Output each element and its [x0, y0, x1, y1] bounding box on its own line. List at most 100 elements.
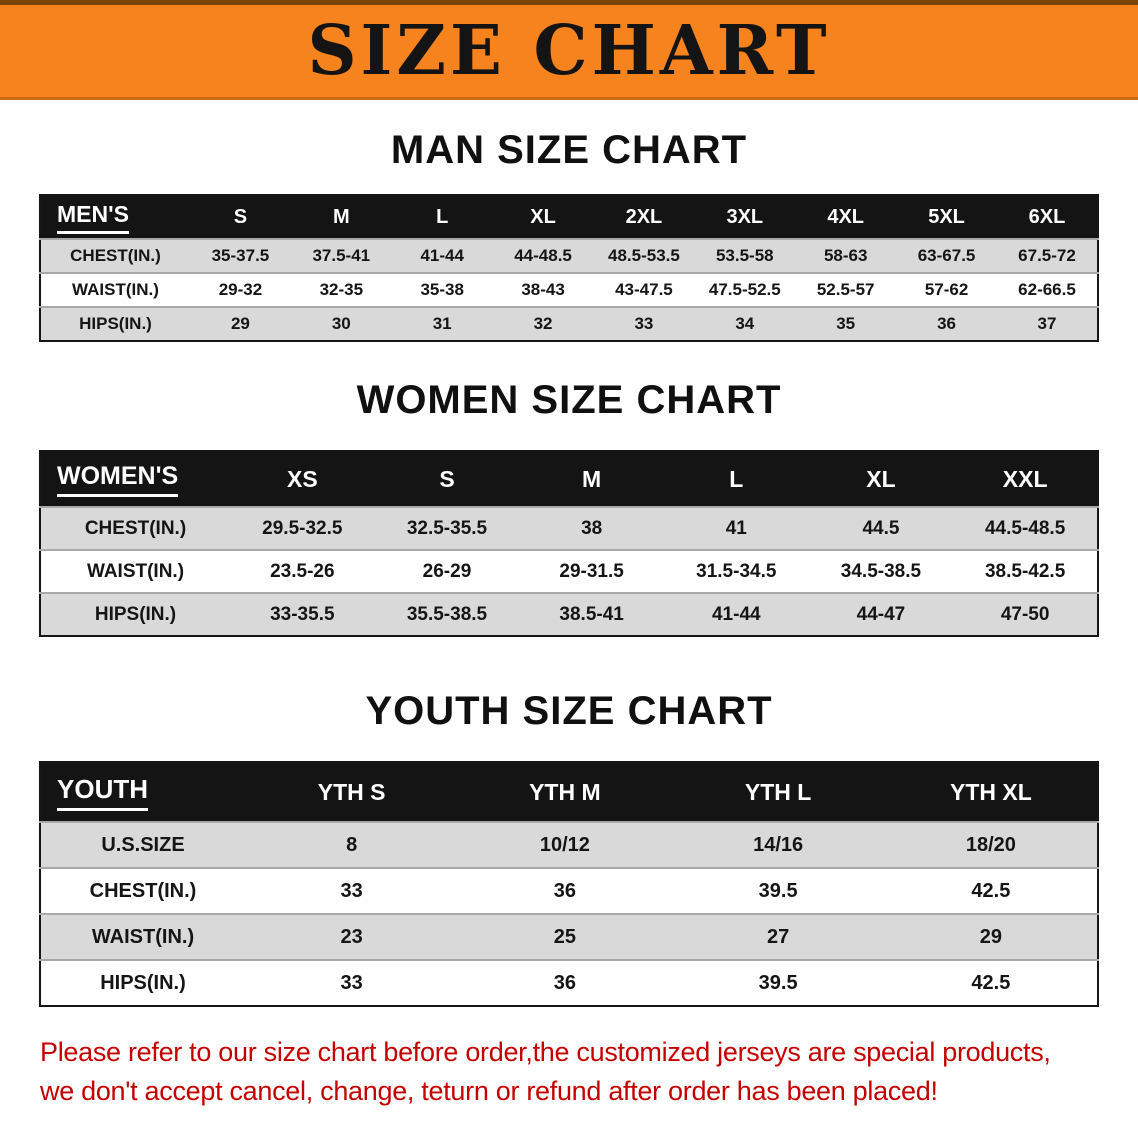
size-value: 33-35.5: [230, 592, 375, 636]
size-value: 10/12: [458, 821, 672, 868]
size-value: 33: [245, 959, 459, 1006]
size-value: 8: [245, 821, 459, 868]
man-table-wrap: MEN'S S M L XL 2XL 3XL 4XL 5XL 6XL CHEST(IN.) 35-37…: [0, 194, 1138, 342]
table-row: WAIST(IN.) 23 25 27 29: [40, 913, 1098, 960]
size-value: 32.5-35.5: [374, 506, 520, 550]
size-value: 32-35: [290, 272, 392, 307]
footer-note-line2: we don't accept cancel, change, teturn o…: [40, 1076, 938, 1107]
table-row: CHEST(IN.) 29.5-32.5 32.5-35.5 38 41 44.5 44.5…: [40, 506, 1098, 550]
size-value: 67.5-72: [997, 238, 1098, 273]
size-column-header: M: [290, 195, 392, 239]
size-column-header: S: [374, 451, 520, 507]
size-value: 42.5: [884, 959, 1098, 1006]
youth-section-heading: YOUTH SIZE CHART: [365, 689, 773, 733]
size-value: 29-32: [190, 272, 291, 307]
size-value: 42.5: [884, 867, 1098, 914]
row-label: WAIST(IN.): [40, 272, 190, 307]
size-value: 32: [492, 306, 594, 341]
size-value: 29-31.5: [519, 549, 664, 593]
table-header-row: YOUTH YTH S YTH M YTH L YTH XL: [40, 762, 1098, 822]
size-column-header: 2XL: [593, 195, 695, 239]
women-size-table: WOMEN'S XS S M L XL XXL CHEST(IN.) 29.5-32.5 32.5…: [39, 450, 1099, 637]
size-value: 18/20: [884, 821, 1098, 868]
row-label: HIPS(IN.): [40, 959, 245, 1006]
man-section-heading: MAN SIZE CHART: [390, 128, 748, 172]
size-value: 34: [694, 306, 796, 341]
size-value: 35-37.5: [190, 238, 291, 273]
footer-note: Please refer to our size chart before or…: [0, 1007, 1138, 1111]
size-column-header: L: [663, 451, 809, 507]
size-column-header: M: [519, 451, 664, 507]
size-column-header: XS: [230, 451, 375, 507]
size-value: 38.5-41: [519, 592, 664, 636]
size-value: 31.5-34.5: [663, 549, 809, 593]
size-value: 33: [593, 306, 695, 341]
size-value: 27: [671, 913, 885, 960]
size-value: 23.5-26: [230, 549, 375, 593]
youth-table-wrap: YOUTH YTH S YTH M YTH L YTH XL U.S.SIZE 8 10/12…: [0, 761, 1138, 1007]
row-label: U.S.SIZE: [40, 821, 245, 868]
size-value: 35: [795, 306, 897, 341]
size-value: 43-47.5: [593, 272, 695, 307]
size-column-header: YTH M: [458, 762, 672, 822]
size-value: 41: [663, 506, 809, 550]
size-column-header: S: [190, 195, 291, 239]
size-value: 30: [290, 306, 392, 341]
table-row: WAIST(IN.) 29-32 32-35 35-38 38-43 43-47.5 47.…: [40, 272, 1098, 307]
section-youth: YOUTH SIZE CHART YOUTH YTH S YTH M YTH L YTH…: [0, 687, 1138, 1007]
size-value: 37: [997, 306, 1098, 341]
size-value: 63-67.5: [896, 238, 997, 273]
size-value: 26-29: [374, 549, 520, 593]
size-value: 44-47: [808, 592, 954, 636]
banner: SIZE CHART: [0, 0, 1138, 100]
size-value: 36: [458, 959, 672, 1006]
size-value: 36: [458, 867, 672, 914]
size-value: 44-48.5: [492, 238, 594, 273]
row-label: CHEST(IN.): [40, 506, 230, 550]
size-value: 38-43: [492, 272, 594, 307]
table-corner-label: WOMEN'S: [40, 451, 230, 507]
size-value: 62-66.5: [997, 272, 1098, 307]
row-label: HIPS(IN.): [40, 592, 230, 636]
size-value: 52.5-57: [795, 272, 897, 307]
table-header-row: WOMEN'S XS S M L XL XXL: [40, 451, 1098, 507]
size-value: 41-44: [663, 592, 809, 636]
size-column-header: XL: [492, 195, 594, 239]
size-value: 39.5: [671, 867, 885, 914]
size-value: 35-38: [391, 272, 493, 307]
size-value: 47.5-52.5: [694, 272, 796, 307]
size-value: 37.5-41: [290, 238, 392, 273]
size-column-header: YTH S: [245, 762, 459, 822]
footer-note-line1: Please refer to our size chart before or…: [40, 1037, 1051, 1067]
size-column-header: 5XL: [896, 195, 997, 239]
size-value: 29.5-32.5: [230, 506, 375, 550]
size-value: 31: [391, 306, 493, 341]
section-man: MAN SIZE CHART MEN'S S M L XL 2XL 3XL 4XL 5XL 6XL…: [0, 126, 1138, 342]
table-header-row: MEN'S S M L XL 2XL 3XL 4XL 5XL 6XL: [40, 195, 1098, 239]
row-label: CHEST(IN.): [40, 238, 190, 273]
size-value: 44.5: [808, 506, 954, 550]
table-row: U.S.SIZE 8 10/12 14/16 18/20: [40, 821, 1098, 868]
size-column-header: YTH L: [671, 762, 885, 822]
size-value: 44.5-48.5: [953, 506, 1098, 550]
table-row: CHEST(IN.) 35-37.5 37.5-41 41-44 44-48.5 48.5…: [40, 238, 1098, 273]
size-value: 29: [884, 913, 1098, 960]
size-value: 39.5: [671, 959, 885, 1006]
banner-title: SIZE CHART: [307, 11, 831, 91]
size-value: 47-50: [953, 592, 1098, 636]
women-section-heading: WOMEN SIZE CHART: [356, 378, 782, 422]
table-row: HIPS(IN.) 33 36 39.5 42.5: [40, 959, 1098, 1006]
table-row: HIPS(IN.) 33-35.5 35.5-38.5 38.5-41 41-44 44-…: [40, 592, 1098, 636]
size-value: 25: [458, 913, 672, 960]
size-value: 33: [245, 867, 459, 914]
size-value: 38: [519, 506, 664, 550]
size-value: 35.5-38.5: [374, 592, 520, 636]
table-row: HIPS(IN.) 29 30 31 32 33 34 35 36 37: [40, 306, 1098, 341]
size-column-header: XXL: [953, 451, 1098, 507]
size-column-header: L: [391, 195, 493, 239]
size-value: 29: [190, 306, 291, 341]
table-corner-label: MEN'S: [40, 195, 190, 239]
size-column-header: 4XL: [795, 195, 897, 239]
size-column-header: 6XL: [997, 195, 1098, 239]
size-column-header: XL: [808, 451, 954, 507]
